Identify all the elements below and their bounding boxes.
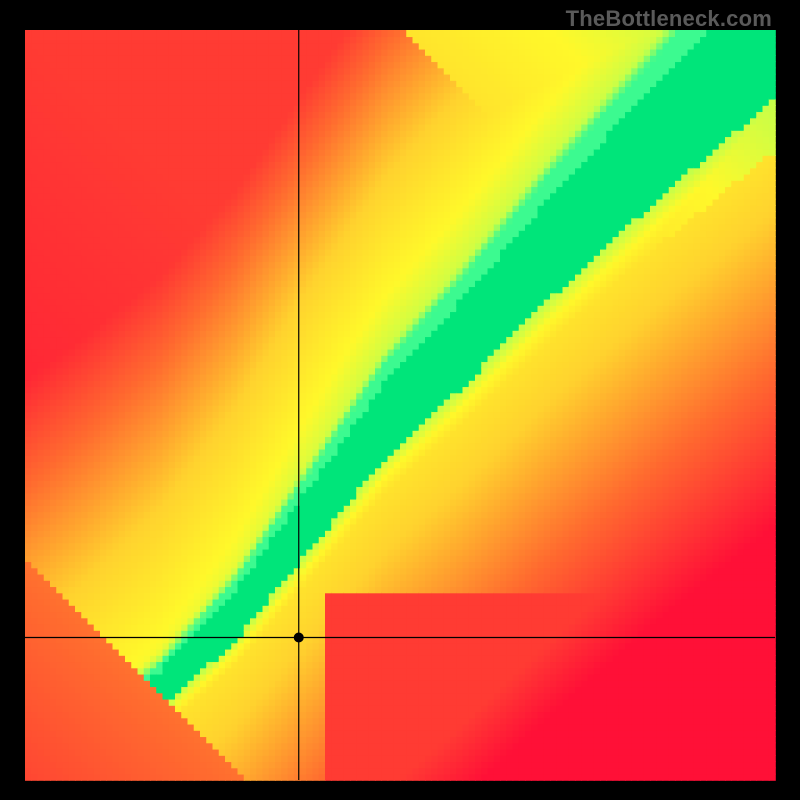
watermark-text: TheBottleneck.com — [566, 6, 772, 32]
bottleneck-heatmap — [0, 0, 800, 800]
chart-container: TheBottleneck.com — [0, 0, 800, 800]
crosshair-point — [294, 633, 304, 643]
